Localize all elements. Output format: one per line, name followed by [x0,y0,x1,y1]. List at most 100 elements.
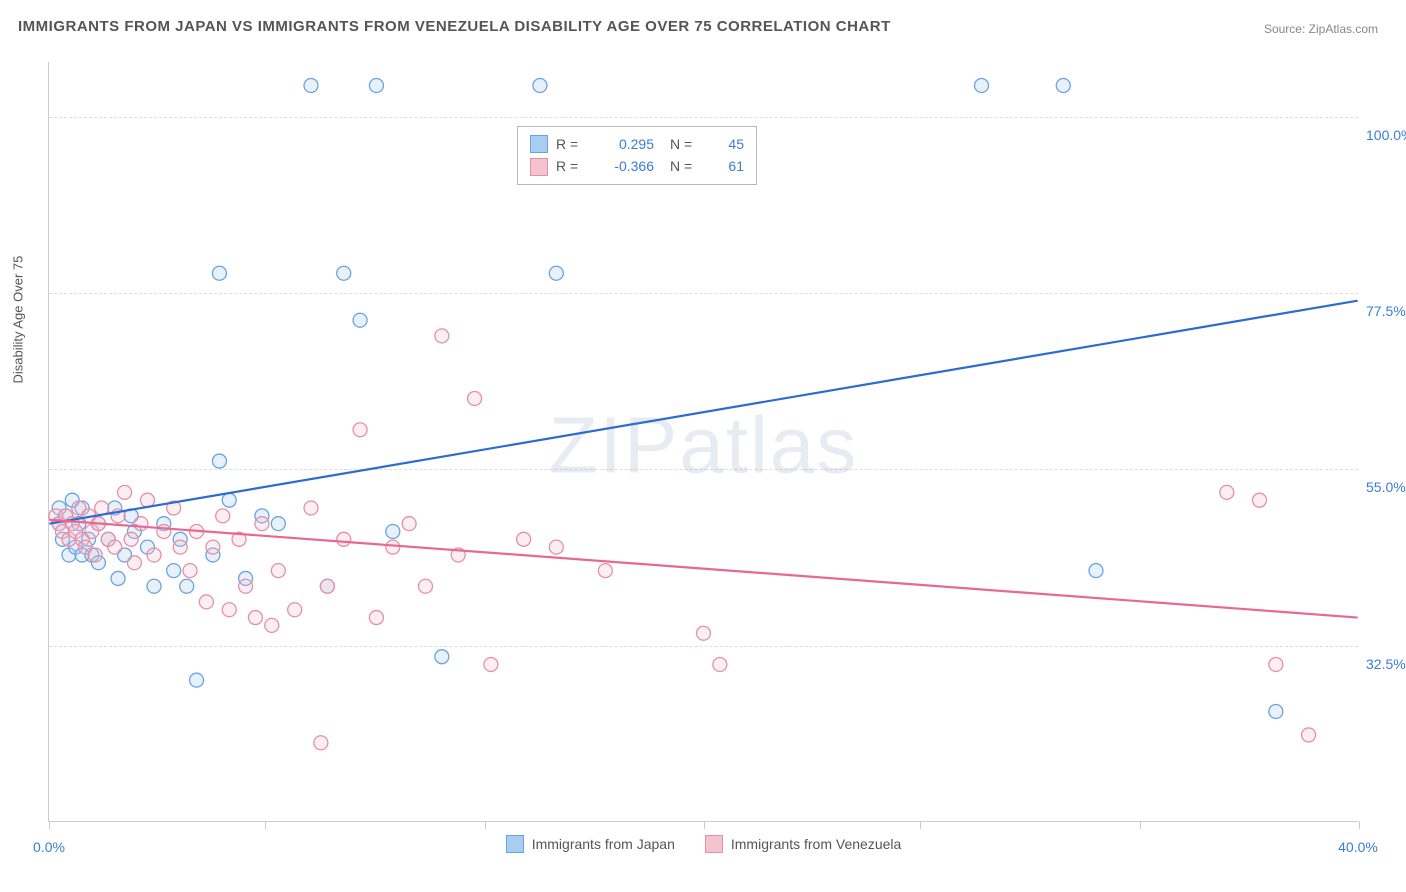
scatter-point [1302,728,1316,742]
trend-line [49,520,1357,618]
scatter-point [304,501,318,515]
legend-n-value-venezuela: 61 [708,155,744,177]
scatter-point [288,603,302,617]
scatter-point [124,532,138,546]
legend-row-venezuela: R = -0.366 N = 61 [530,155,744,177]
scatter-point [468,391,482,405]
legend-swatch-venezuela [705,835,723,853]
legend-r-label: R = [556,133,586,155]
scatter-point [386,524,400,538]
scatter-point [271,517,285,531]
x-tick-label-max: 40.0% [1338,839,1378,855]
scatter-point [108,540,122,554]
scatter-point [239,579,253,593]
scatter-point [167,564,181,578]
scatter-point [271,564,285,578]
series-legend: Immigrants from Japan Immigrants from Ve… [49,835,1358,853]
scatter-point [435,329,449,343]
scatter-point [1220,485,1234,499]
scatter-point [549,266,563,280]
scatter-point [212,454,226,468]
x-tick [485,821,486,829]
scatter-point [533,78,547,92]
trend-line [49,301,1357,524]
scatter-point [697,626,711,640]
x-tick-label-min: 0.0% [33,839,65,855]
scatter-point [713,658,727,672]
scatter-point [337,266,351,280]
x-tick [1140,821,1141,829]
scatter-point [1056,78,1070,92]
legend-n-label: N = [670,155,700,177]
scatter-point [402,517,416,531]
scatter-point [1269,658,1283,672]
scatter-point [517,532,531,546]
chart-title: IMMIGRANTS FROM JAPAN VS IMMIGRANTS FROM… [18,18,891,35]
scatter-point [1089,564,1103,578]
scatter-point [484,658,498,672]
scatter-point [216,509,230,523]
scatter-point [549,540,563,554]
legend-r-value-venezuela: -0.366 [594,155,654,177]
scatter-point [320,579,334,593]
y-tick-label: 32.5% [1366,656,1406,672]
scatter-point [199,595,213,609]
legend-swatch-japan [506,835,524,853]
x-tick [265,821,266,829]
scatter-point [222,493,236,507]
y-tick-label: 100.0% [1366,127,1406,143]
x-tick [704,821,705,829]
legend-n-value-japan: 45 [708,133,744,155]
legend-item-japan: Immigrants from Japan [506,835,675,853]
scatter-point [118,485,132,499]
legend-item-venezuela: Immigrants from Venezuela [705,835,901,853]
scatter-point [255,517,269,531]
scatter-point [435,650,449,664]
scatter-point [147,579,161,593]
scatter-point [419,579,433,593]
scatter-point [1269,704,1283,718]
scatter-point [369,611,383,625]
scatter-point [157,524,171,538]
scatter-point [353,423,367,437]
scatter-point [88,548,102,562]
legend-swatch-venezuela [530,158,548,176]
legend-swatch-japan [530,135,548,153]
y-tick-label: 77.5% [1366,303,1406,319]
legend-n-label: N = [670,133,700,155]
scatter-point [975,78,989,92]
scatter-point [111,571,125,585]
x-tick [1359,821,1360,829]
scatter-point [127,556,141,570]
scatter-point [598,564,612,578]
scatter-point [222,603,236,617]
plot-area: ZIPatlas 32.5%55.0%77.5%100.0% R = 0.295… [48,62,1358,822]
scatter-point [304,78,318,92]
scatter-point [1253,493,1267,507]
scatter-point [314,736,328,750]
x-tick [49,821,50,829]
scatter-point [180,579,194,593]
scatter-point [190,673,204,687]
legend-r-value-japan: 0.295 [594,133,654,155]
scatter-point [206,540,220,554]
scatter-point [212,266,226,280]
scatter-point [248,611,262,625]
source-attribution: Source: ZipAtlas.com [1264,22,1378,36]
scatter-point [134,517,148,531]
correlation-legend: R = 0.295 N = 45 R = -0.366 N = 61 [517,126,757,185]
y-axis-title: Disability Age Over 75 [11,256,26,384]
legend-label-venezuela: Immigrants from Venezuela [731,836,901,852]
scatter-point [147,548,161,562]
scatter-point [265,618,279,632]
scatter-point [386,540,400,554]
legend-label-japan: Immigrants from Japan [532,836,675,852]
scatter-point [353,313,367,327]
scatter-point [183,564,197,578]
scatter-point [369,78,383,92]
scatter-point [173,540,187,554]
legend-r-label: R = [556,155,586,177]
legend-row-japan: R = 0.295 N = 45 [530,133,744,155]
scatter-point [337,532,351,546]
x-tick [920,821,921,829]
